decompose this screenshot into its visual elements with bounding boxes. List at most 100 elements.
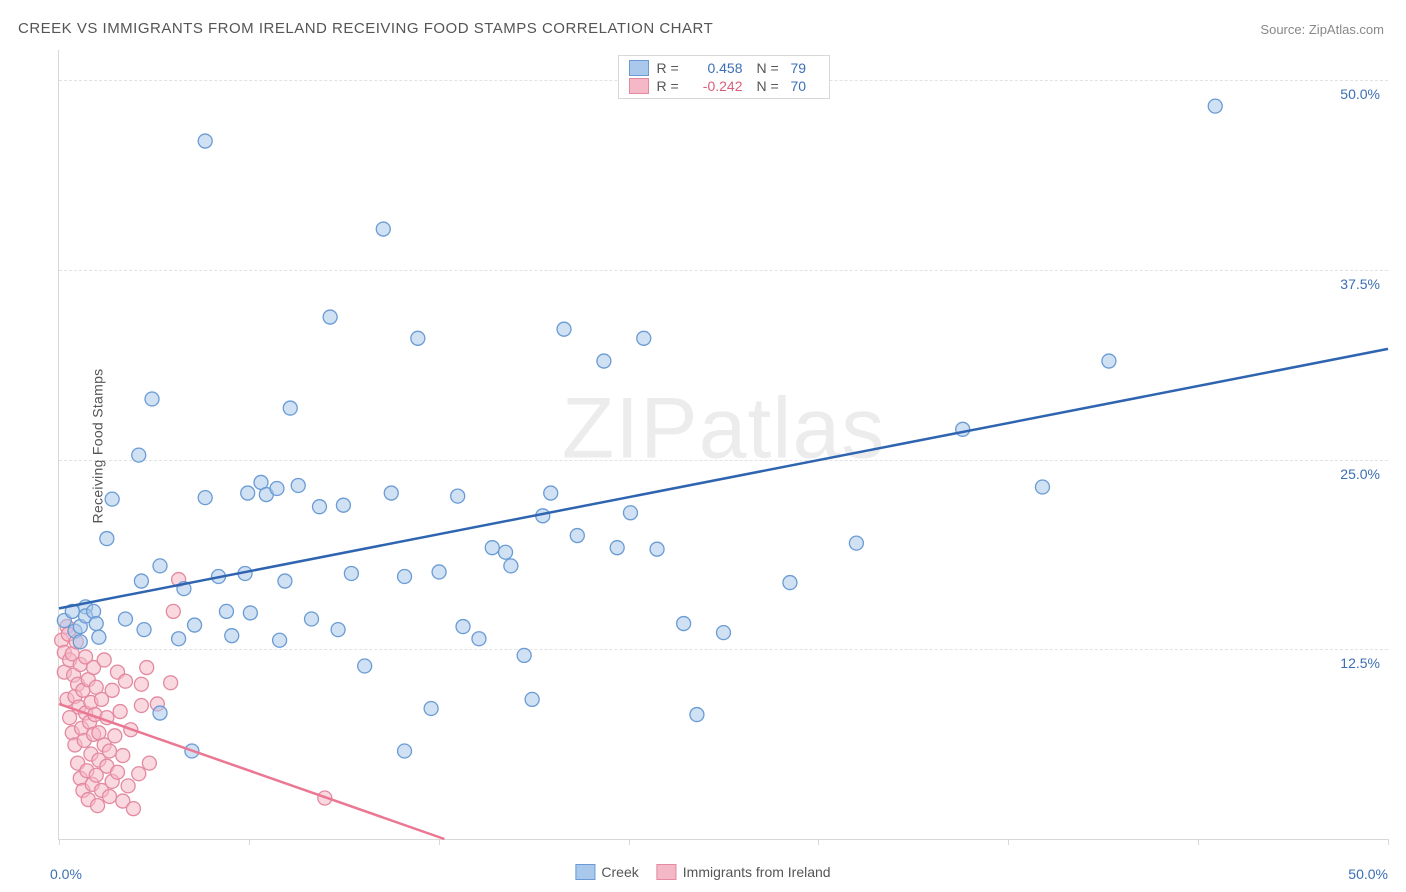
data-point [717, 626, 731, 640]
data-point [198, 134, 212, 148]
data-point [132, 448, 146, 462]
data-point [270, 482, 284, 496]
data-point [73, 635, 87, 649]
x-tick [1008, 839, 1009, 845]
x-tick [629, 839, 630, 845]
data-point [140, 661, 154, 675]
x-tick [439, 839, 440, 845]
data-point [323, 310, 337, 324]
r-value-ireland: -0.242 [691, 78, 743, 94]
data-point [89, 617, 103, 631]
data-point [677, 617, 691, 631]
legend-item-ireland: Immigrants from Ireland [657, 864, 831, 880]
data-point [472, 632, 486, 646]
r-value-creek: 0.458 [691, 60, 743, 76]
data-point [278, 574, 292, 588]
data-point [103, 790, 117, 804]
data-point [273, 633, 287, 647]
data-point [384, 486, 398, 500]
data-point [424, 702, 438, 716]
data-point [97, 653, 111, 667]
data-point [121, 779, 135, 793]
data-point [1102, 354, 1116, 368]
data-point [126, 802, 140, 816]
data-point [164, 676, 178, 690]
legend-label-creek: Creek [601, 864, 638, 880]
data-point [92, 630, 106, 644]
data-point [650, 542, 664, 556]
n-label: N = [757, 60, 783, 76]
data-point [525, 692, 539, 706]
data-point [91, 799, 105, 813]
data-point [219, 604, 233, 618]
data-point [134, 698, 148, 712]
legend-label-ireland: Immigrants from Ireland [683, 864, 831, 880]
data-point [544, 486, 558, 500]
data-point [398, 744, 412, 758]
data-point [225, 629, 239, 643]
chart-container: CREEK VS IMMIGRANTS FROM IRELAND RECEIVI… [0, 0, 1406, 892]
data-point [118, 674, 132, 688]
data-point [283, 401, 297, 415]
data-point [456, 620, 470, 634]
x-tick [818, 839, 819, 845]
data-point [570, 529, 584, 543]
data-point [243, 606, 257, 620]
legend-row-creek: R = 0.458 N = 79 [629, 60, 819, 76]
data-point [1035, 480, 1049, 494]
chart-title: CREEK VS IMMIGRANTS FROM IRELAND RECEIVI… [18, 20, 713, 37]
data-point [198, 491, 212, 505]
data-point [344, 566, 358, 580]
data-point [134, 677, 148, 691]
data-point [504, 559, 518, 573]
legend-row-ireland: R = -0.242 N = 70 [629, 78, 819, 94]
data-point [116, 749, 130, 763]
data-point [432, 565, 446, 579]
data-point [188, 618, 202, 632]
data-point [100, 532, 114, 546]
data-point [134, 574, 148, 588]
data-point [557, 322, 571, 336]
data-point [411, 331, 425, 345]
scatter-svg [59, 50, 1388, 839]
data-point [132, 767, 146, 781]
data-point [103, 744, 117, 758]
data-point [451, 489, 465, 503]
data-point [172, 632, 186, 646]
data-point [145, 392, 159, 406]
n-value-creek: 79 [791, 60, 819, 76]
n-label: N = [757, 78, 783, 94]
data-point [398, 570, 412, 584]
data-point [331, 623, 345, 637]
data-point [241, 486, 255, 500]
swatch-ireland [657, 864, 677, 880]
data-point [517, 648, 531, 662]
data-point [849, 536, 863, 550]
data-point [610, 541, 624, 555]
x-axis-max-label: 50.0% [1348, 866, 1388, 882]
source-value: ZipAtlas.com [1309, 22, 1384, 37]
x-axis-min-label: 0.0% [50, 866, 82, 882]
data-point [291, 478, 305, 492]
data-point [153, 559, 167, 573]
x-tick [1198, 839, 1199, 845]
data-point [358, 659, 372, 673]
data-point [118, 612, 132, 626]
data-point [166, 604, 180, 618]
data-point [956, 422, 970, 436]
data-point [110, 765, 124, 779]
data-point [597, 354, 611, 368]
n-value-ireland: 70 [791, 78, 819, 94]
data-point [485, 541, 499, 555]
data-point [783, 576, 797, 590]
data-point [108, 729, 122, 743]
data-point [623, 506, 637, 520]
data-point [153, 706, 167, 720]
data-point [336, 498, 350, 512]
data-point [376, 222, 390, 236]
swatch-ireland [629, 78, 649, 94]
swatch-creek [629, 60, 649, 76]
source-attribution: Source: ZipAtlas.com [1260, 22, 1384, 37]
series-legend: Creek Immigrants from Ireland [575, 864, 830, 880]
correlation-legend: R = 0.458 N = 79 R = -0.242 N = 70 [618, 55, 830, 99]
